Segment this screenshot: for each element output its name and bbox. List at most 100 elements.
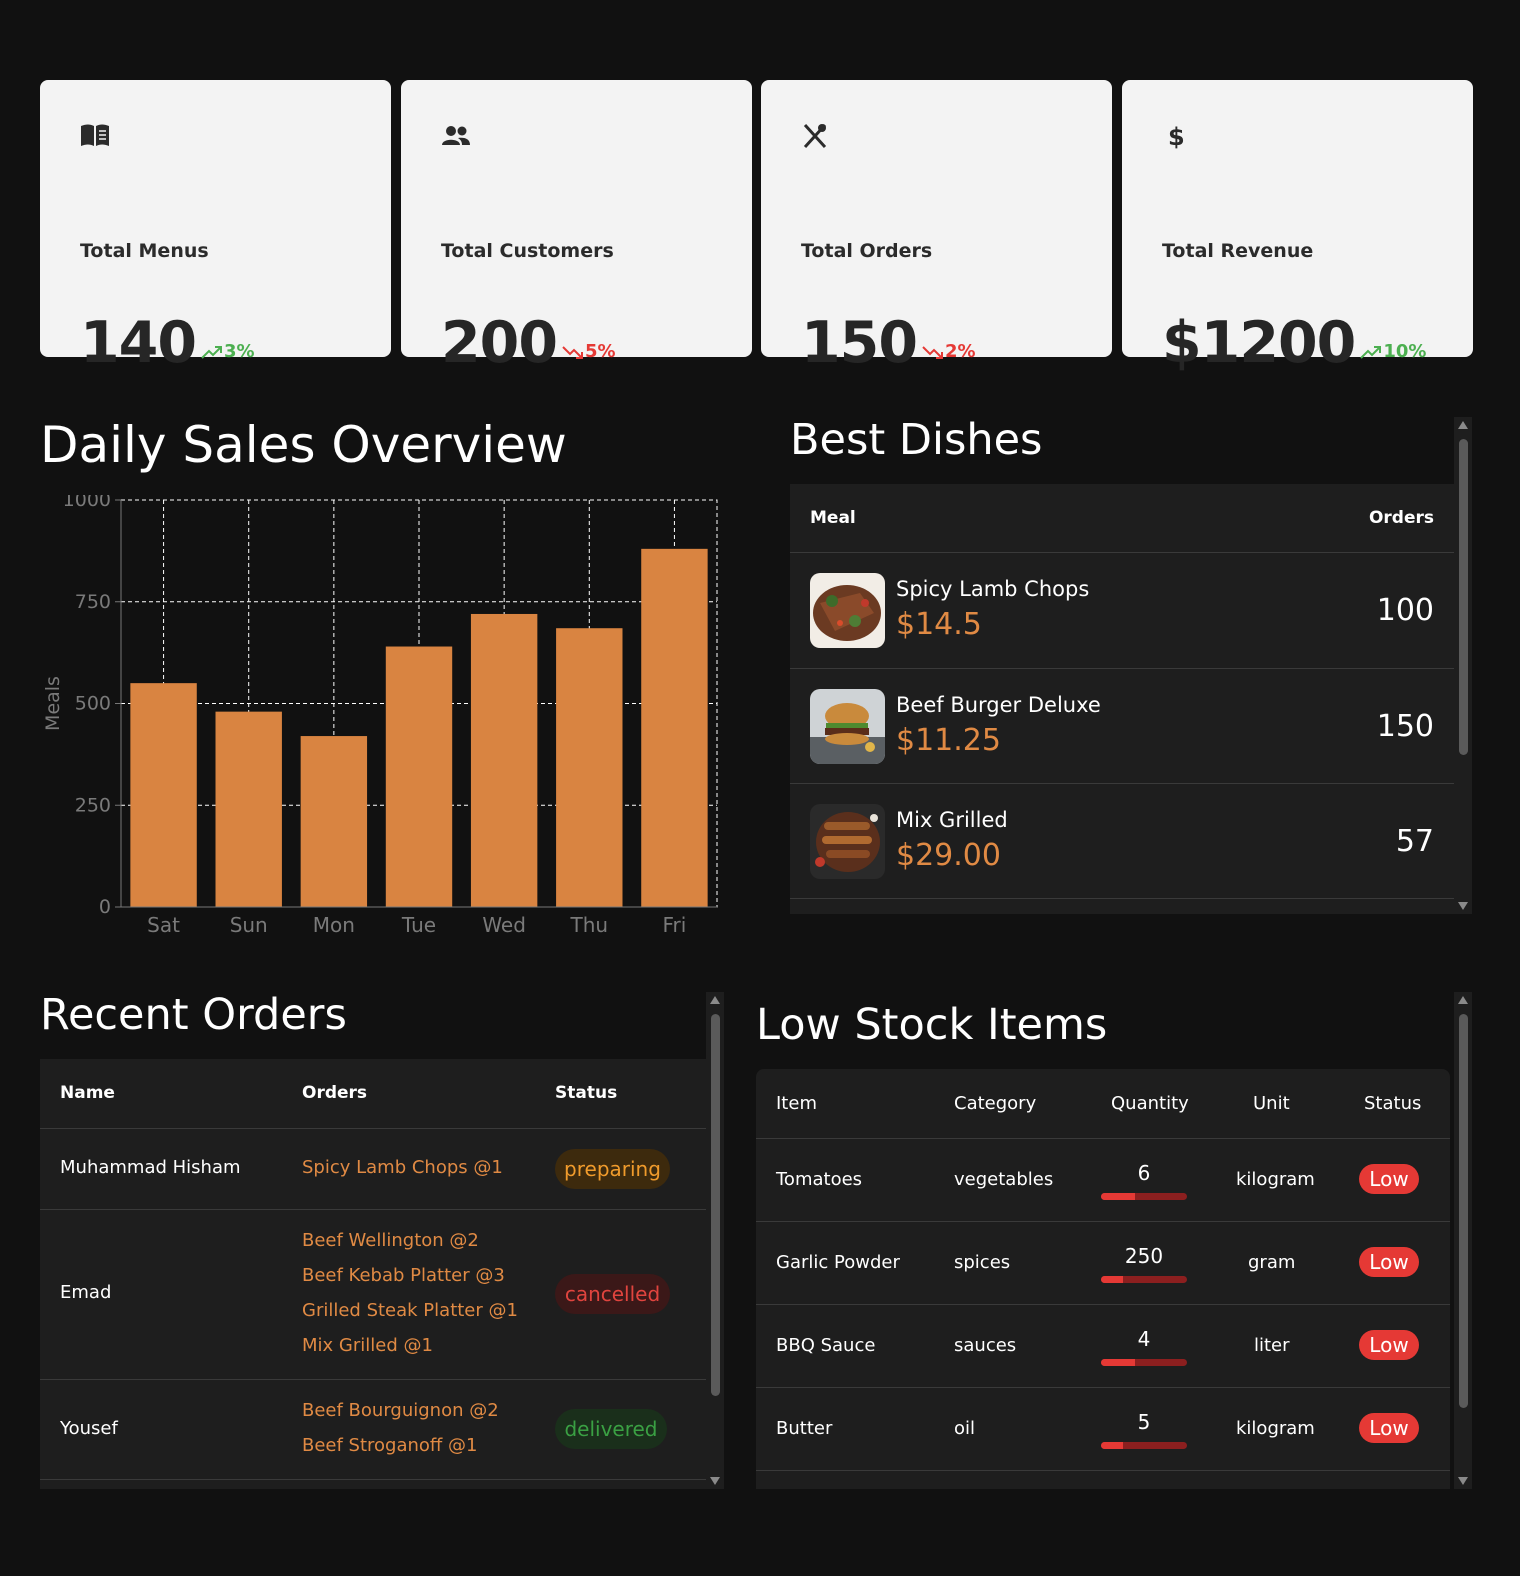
stock-unit: liter [1254,1335,1290,1356]
low-stock-scrollbar[interactable] [1454,992,1472,1489]
dish-name: Beef Burger Deluxe [896,693,1101,717]
dish-orders: 150 [1376,709,1434,744]
divider [756,1304,1450,1305]
stock-level-bar [1101,1442,1187,1449]
order-item: Grilled Steak Platter @1 [302,1300,518,1321]
bar-wed [470,613,538,907]
divider [756,1387,1450,1388]
scroll-down-icon[interactable] [710,1477,720,1485]
status-badge-low: Low [1359,1164,1419,1194]
best-dishes-table: Meal Orders Spicy Lamb Chops $14.5 100 [790,484,1454,914]
x-tick-label: Thu [569,913,608,937]
order-item: Beef Stroganoff @1 [302,1435,478,1456]
stock-quantity: 6 [1137,1161,1151,1185]
stock-level-fill [1101,1442,1123,1449]
scroll-up-icon[interactable] [1458,996,1468,1004]
status-badge-low: Low [1359,1247,1419,1277]
scroll-up-icon[interactable] [1458,421,1468,429]
divider [790,898,1454,899]
bar-mon [300,736,368,907]
divider [756,1221,1450,1222]
stock-quantity: 250 [1124,1244,1164,1268]
bar-sun [215,711,282,907]
dollar-icon: $ [1168,123,1185,149]
stat-trend: 5% [561,341,616,362]
stock-item-name: Tomatoes [776,1169,863,1190]
stock-level-bar [1101,1193,1187,1200]
best-dishes-title: Best Dishes [790,415,1043,465]
stat-card-total-revenue: $ Total Revenue $1200 10% [1122,80,1473,372]
scrollbar-thumb[interactable] [1459,439,1468,755]
scroll-down-icon[interactable] [1458,1477,1468,1485]
stat-label: Total Menus [80,240,209,262]
column-header-unit: Unit [1253,1093,1290,1114]
stat-trend-value: 2% [944,341,976,362]
status-badge-delivered: delivered [555,1409,667,1449]
dish-row[interactable]: Beef Burger Deluxe $11.25 150 [790,669,1454,784]
dish-price: $11.25 [896,723,1001,758]
order-item: Mix Grilled @1 [302,1335,433,1356]
scrollbar-thumb[interactable] [1459,1014,1468,1408]
column-header-quantity: Quantity [1111,1093,1189,1114]
stock-category: oil [954,1418,976,1439]
x-tick-label: Wed [482,913,526,937]
stat-trend: 2% [921,341,976,362]
stock-unit: kilogram [1236,1169,1315,1190]
utensils-icon [803,123,827,149]
recent-orders-table: Name Orders Status Muhammad Hisham Spicy… [40,1059,706,1489]
dish-row[interactable]: Mix Grilled $29.00 57 [790,784,1454,899]
dish-orders: 100 [1376,593,1434,628]
scrollbar-thumb[interactable] [711,1014,720,1396]
stock-quantity: 4 [1137,1327,1151,1351]
daily-sales-chart: 0 250 500 750 1000 Sat Sun Mon Tue Wed Thu Fri Meals [42,495,718,937]
stock-category: vegetables [954,1169,1054,1190]
svg-text:$: $ [1168,123,1185,149]
divider [790,783,1454,784]
column-header-orders: Orders [1368,508,1434,528]
scroll-down-icon[interactable] [1458,902,1468,910]
status-badge-preparing: preparing [555,1149,670,1189]
dish-price: $29.00 [896,838,1001,873]
stock-item-name: Garlic Powder [776,1252,900,1273]
y-tick-label: 1000 [63,495,111,511]
stock-category: sauces [954,1335,1017,1356]
sales-title: Daily Sales Overview [40,416,567,474]
column-header-item: Item [776,1093,817,1114]
low-stock-title: Low Stock Items [756,1000,1108,1050]
trending-down-icon [562,345,583,359]
dish-name: Spicy Lamb Chops [896,577,1090,601]
bar-sat [130,683,197,907]
stock-unit: gram [1248,1252,1296,1273]
dish-image [810,804,885,879]
stock-quantity: 5 [1137,1410,1151,1434]
stat-trend-value: 5% [584,341,616,362]
divider [40,1209,706,1210]
dish-row[interactable]: Spicy Lamb Chops $14.5 100 [790,553,1454,668]
bar-tue [385,646,453,907]
stat-card-total-orders: Total Orders 150 2% [761,80,1112,372]
dish-price: $14.5 [896,607,982,642]
stat-trend: 10% [1359,341,1426,362]
divider [40,1479,706,1480]
x-tick-label: Sun [230,913,268,937]
y-axis-label: Meals [42,676,64,731]
column-header-status: Status [1364,1093,1422,1114]
stock-level-fill [1101,1193,1136,1200]
stat-trend: 3% [200,341,255,362]
scroll-up-icon[interactable] [710,996,720,1004]
x-tick-label: Mon [313,913,355,937]
y-tick-label: 250 [75,794,111,816]
stock-level-fill [1101,1359,1136,1366]
y-tick-label: 0 [99,896,111,918]
x-tick-label: Fri [663,913,687,937]
order-item: Spicy Lamb Chops @1 [302,1157,503,1178]
order-item: Beef Kebab Platter @3 [302,1265,505,1286]
y-tick-label: 750 [75,591,111,613]
divider [756,1138,1450,1139]
best-dishes-scrollbar[interactable] [1454,417,1472,914]
recent-orders-scrollbar[interactable] [706,992,724,1489]
order-item: Beef Bourguignon @2 [302,1400,499,1421]
bar-fri [641,548,708,907]
stock-level-bar [1101,1276,1187,1283]
order-customer-name: Muhammad Hisham [60,1157,241,1178]
